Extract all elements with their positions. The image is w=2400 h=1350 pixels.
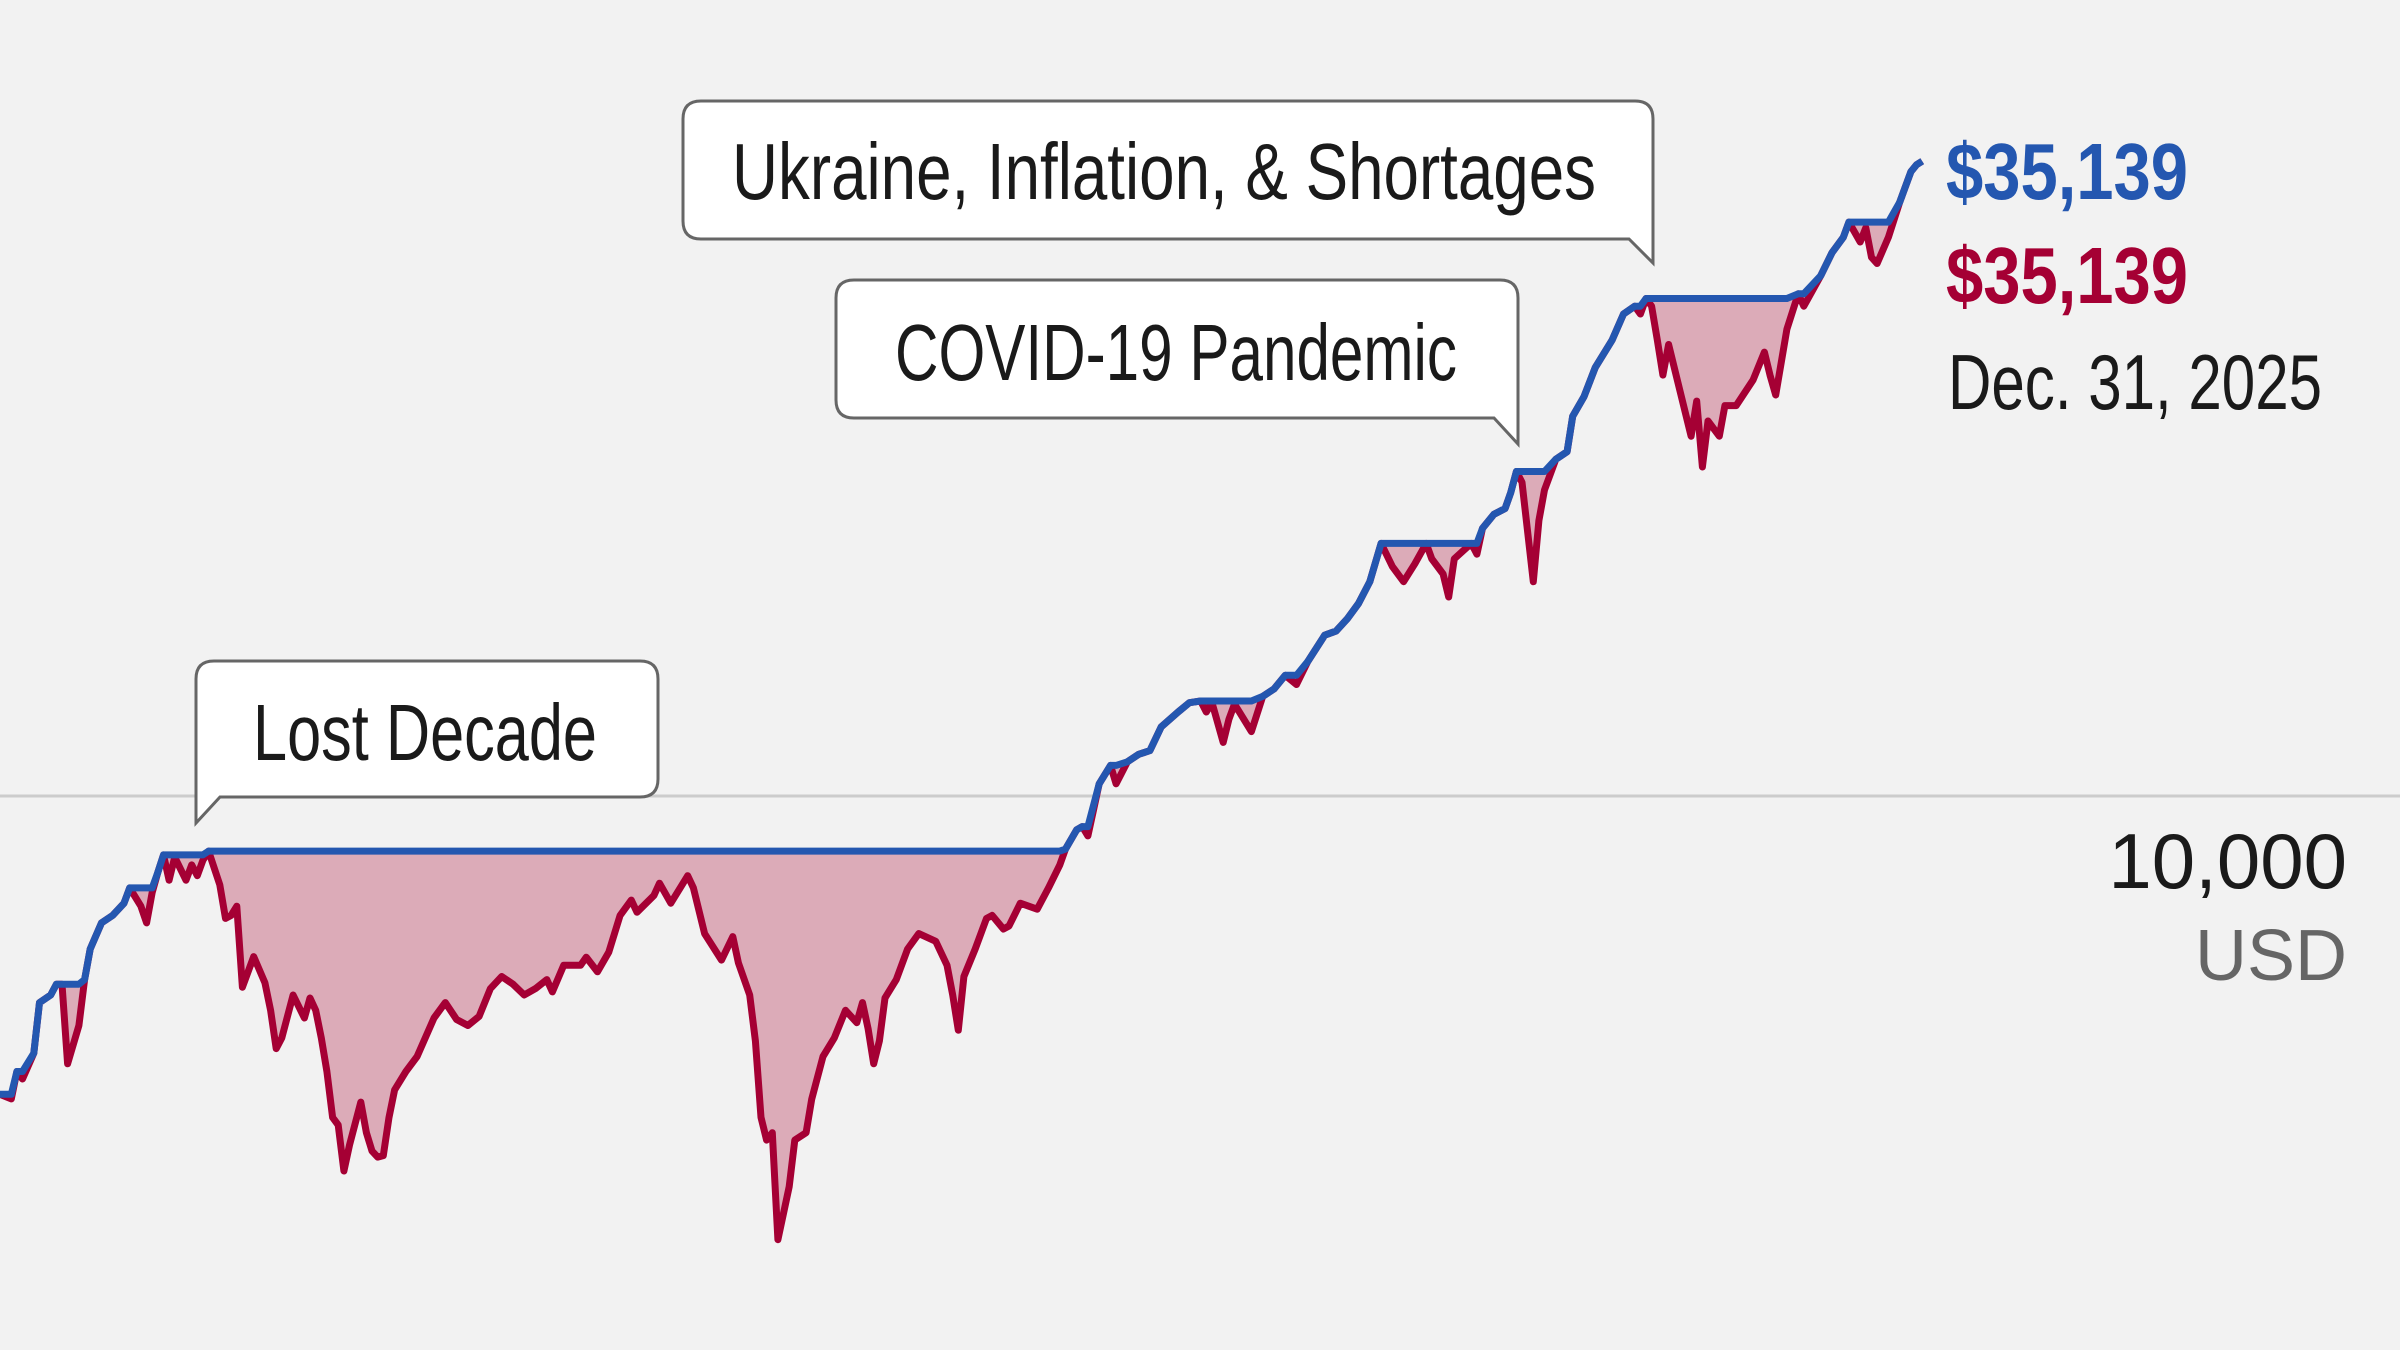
callout-box [834, 278, 1520, 448]
callout-box [681, 99, 1655, 267]
y-tick-label-10000: 10,000 [2108, 817, 2347, 905]
end-date-label: Dec. 31, 2025 [1948, 338, 2322, 426]
y-axis-unit: USD [2195, 916, 2347, 996]
callout-label: COVID-19 Pandemic [895, 308, 1457, 397]
callout-box [194, 659, 660, 827]
callout-label: Ukraine, Inflation, & Shortages [732, 127, 1596, 216]
callout-lost-decade: Lost Decade [194, 659, 660, 827]
drawdown-area [0, 161, 1923, 1240]
callout-label: Lost Decade [253, 688, 597, 777]
peak-value-label: $35,139 [1946, 127, 2188, 216]
callout-ukraine-inflation: Ukraine, Inflation, & Shortages [681, 99, 1655, 267]
running-peak-line [0, 158, 1925, 1098]
current-value-label: $35,139 [1946, 231, 2188, 320]
callout-covid-pandemic: COVID-19 Pandemic [834, 278, 1520, 448]
